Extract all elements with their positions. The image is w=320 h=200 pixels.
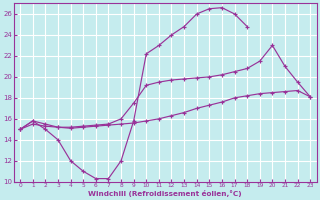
X-axis label: Windchill (Refroidissement éolien,°C): Windchill (Refroidissement éolien,°C) [88,190,242,197]
